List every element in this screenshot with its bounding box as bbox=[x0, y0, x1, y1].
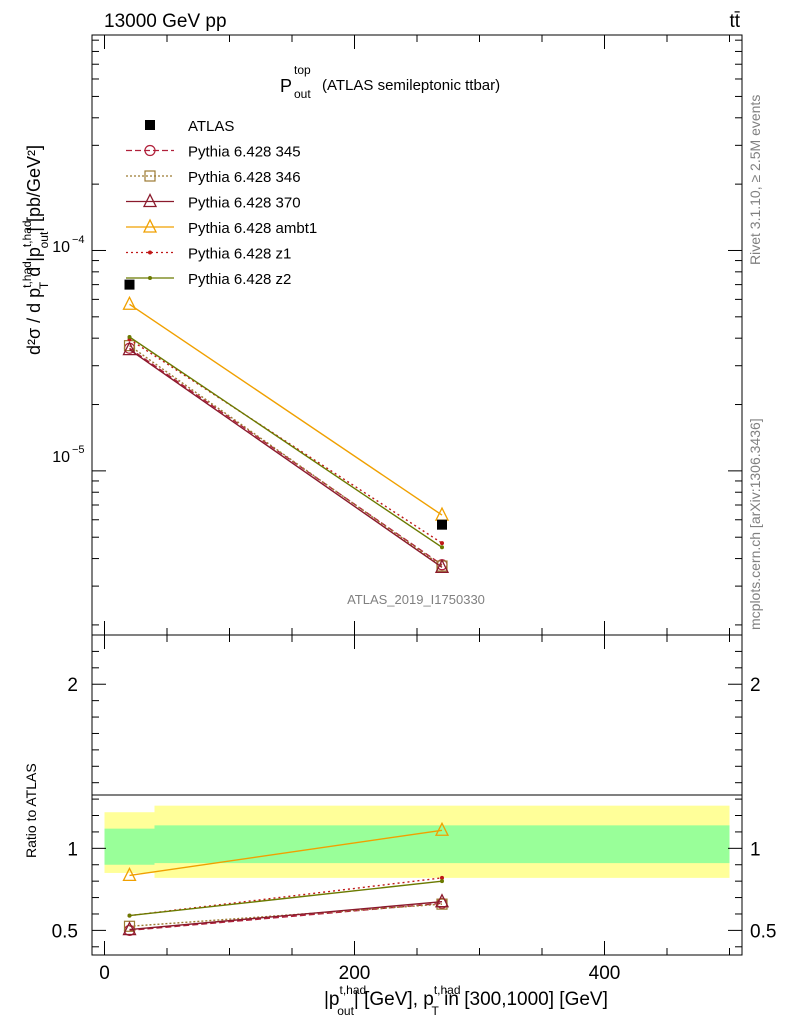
data-point bbox=[124, 279, 135, 290]
rivet-label: Rivet 3.1.10, ≥ 2.5M events bbox=[747, 95, 763, 265]
ratio-y-tick-label: 1 bbox=[67, 839, 78, 860]
series-point bbox=[127, 334, 132, 339]
legend-label: Pythia 6.428 370 bbox=[188, 195, 301, 212]
legend-marker bbox=[145, 120, 155, 130]
ratio-line bbox=[129, 880, 443, 917]
legend-marker bbox=[142, 218, 158, 233]
ratio-y-label: Ratio to ATLAS bbox=[23, 763, 39, 858]
main-y-label: d²σ / d pt,had T d |pt,had out| [pb/GeV²] bbox=[20, 145, 51, 355]
series-point bbox=[122, 295, 137, 310]
legend-item: Pythia 6.428 z2 bbox=[126, 271, 291, 288]
ratio-point bbox=[434, 893, 450, 908]
main-title-sub: out bbox=[294, 87, 311, 101]
atlas-data bbox=[124, 279, 447, 530]
ratio-series-1 bbox=[123, 897, 448, 936]
series-4 bbox=[122, 295, 450, 521]
ratio-series-4 bbox=[122, 821, 450, 882]
x-axis-label: |pt,had out| [GeV], pt,had T in [300,1000]… bbox=[324, 983, 608, 1018]
series-5 bbox=[127, 337, 444, 546]
x-tick-label: 0 bbox=[99, 963, 110, 984]
legend-marker bbox=[144, 170, 156, 182]
watermark: ATLAS_2019_I1750330 bbox=[347, 592, 485, 607]
main-title: P bbox=[280, 76, 292, 96]
series-line bbox=[129, 338, 443, 544]
x-tick-label: 200 bbox=[339, 963, 371, 984]
process-label: tt̄ bbox=[729, 11, 740, 32]
ratio-series bbox=[122, 821, 450, 936]
legend-marker bbox=[148, 250, 152, 255]
ratio-y-tick-label: 2 bbox=[67, 675, 78, 696]
ratio-line bbox=[129, 829, 443, 877]
mcplots-label: mcplots.cern.ch [arXiv:1306.3436] bbox=[747, 418, 763, 630]
series-point bbox=[440, 545, 444, 550]
legend-item: Pythia 6.428 z1 bbox=[126, 246, 291, 263]
legend-item: Pythia 6.428 345 bbox=[126, 144, 301, 161]
ratio-series-3 bbox=[122, 893, 450, 936]
legend-label: Pythia 6.428 z2 bbox=[188, 271, 291, 288]
series-line bbox=[129, 347, 443, 566]
legend-label: Pythia 6.428 z1 bbox=[188, 246, 291, 263]
series-point bbox=[122, 341, 137, 356]
legend-item: ATLAS bbox=[145, 118, 234, 135]
main-ticks bbox=[92, 35, 742, 635]
ratio-y-tick-label-right: 0.5 bbox=[750, 921, 776, 942]
ratio-ticks: 0.5 0.5 1 1 2 2 0 200 400 bbox=[52, 634, 776, 984]
legend: ATLAS Pythia 6.428 345 Pythia 6.428 346 Pyt… bbox=[126, 118, 317, 288]
ratio-point bbox=[127, 913, 132, 918]
ratio-point bbox=[440, 879, 444, 884]
legend-item: Pythia 6.428 346 bbox=[126, 169, 301, 186]
ratio-point bbox=[122, 866, 137, 882]
ratio-series-5 bbox=[127, 875, 444, 918]
legend-marker bbox=[142, 193, 158, 208]
series-line bbox=[129, 349, 443, 568]
main-title-rest: (ATLAS semileptonic ttbar) bbox=[322, 77, 500, 94]
main-panel: P top out (ATLAS semileptonic ttbar) d²σ… bbox=[20, 34, 743, 636]
main-title-sup: top bbox=[294, 63, 311, 77]
legend-label: Pythia 6.428 ambt1 bbox=[188, 220, 317, 237]
ratio-point bbox=[122, 921, 137, 936]
x-tick-label: 400 bbox=[589, 963, 621, 984]
legend-label: Pythia 6.428 345 bbox=[188, 144, 301, 161]
ratio-band-inner bbox=[154, 825, 730, 864]
series-point bbox=[434, 558, 450, 573]
legend-item: Pythia 6.428 ambt1 bbox=[126, 218, 317, 237]
ratio-line bbox=[129, 902, 443, 932]
series-line bbox=[129, 303, 443, 516]
ratio-y-tick-label-right: 1 bbox=[750, 839, 761, 860]
main-y-tick-label: 10 bbox=[52, 239, 70, 256]
main-y-tick-exp: −5 bbox=[72, 444, 85, 456]
ratio-panel: 0.5 0.5 1 1 2 2 0 200 400 Ratio to ATLAS |pt,had… bbox=[23, 634, 776, 1018]
ratio-y-tick-label-right: 2 bbox=[750, 675, 761, 696]
legend-marker bbox=[148, 276, 152, 280]
ratio-point bbox=[440, 875, 444, 880]
legend-label: Pythia 6.428 346 bbox=[188, 169, 301, 186]
ratio-band-inner bbox=[104, 828, 155, 865]
series-point bbox=[440, 541, 444, 546]
legend-marker bbox=[144, 144, 156, 157]
energy-label: 13000 GeV pp bbox=[104, 11, 227, 32]
data-point bbox=[437, 519, 447, 530]
ratio-y-tick-label: 0.5 bbox=[52, 921, 78, 942]
ratio-line bbox=[129, 900, 443, 931]
ratio-series-6 bbox=[127, 879, 444, 918]
series-3 bbox=[122, 341, 450, 573]
main-y-tick-exp: −4 bbox=[72, 234, 85, 246]
main-y-tick-labels: 10 −5 10 −4 bbox=[52, 234, 84, 466]
legend-label: ATLAS bbox=[188, 118, 234, 135]
ratio-bands bbox=[104, 805, 730, 878]
legend-item: Pythia 6.428 370 bbox=[126, 193, 301, 212]
ratio-point bbox=[434, 821, 450, 836]
series-point bbox=[434, 506, 450, 521]
series-6 bbox=[127, 334, 444, 550]
main-y-tick-label: 10 bbox=[52, 449, 70, 466]
main-series bbox=[122, 279, 450, 573]
series-line bbox=[129, 336, 443, 548]
